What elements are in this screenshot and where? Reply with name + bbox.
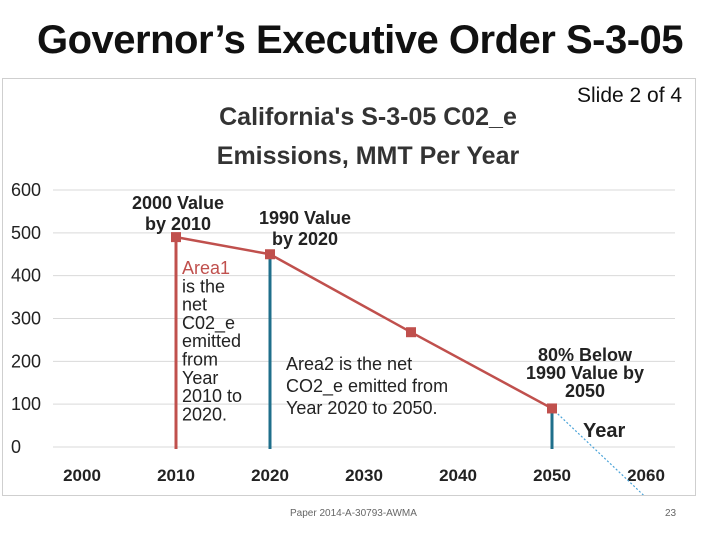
x-tick-label: 2030	[345, 466, 383, 485]
annotation-2020: 1990 Value	[259, 208, 351, 228]
slide-title: Governor’s Executive Order S-3-05	[37, 18, 684, 62]
data-point	[547, 403, 557, 414]
annotation-area1: Year	[182, 368, 218, 388]
annotation-area1: emitted	[182, 331, 241, 351]
page-number: 23	[665, 508, 677, 519]
x-tick-label: 2060	[627, 466, 665, 485]
annotation-2010: 2000 Value	[132, 193, 224, 213]
annotation-area1: from	[182, 350, 218, 370]
y-tick-label: 500	[11, 223, 41, 243]
annotation-area1: 2010 to	[182, 386, 242, 406]
x-axis-title: Year	[583, 420, 625, 442]
chart-title: Emissions, MMT Per Year	[217, 142, 520, 170]
y-tick-label: 600	[11, 180, 41, 200]
emissions-chart: California's S-3-05 C02_e Emissions, MMT …	[11, 103, 675, 495]
annotation-2050: 2050	[565, 381, 605, 401]
x-tick-label: 2010	[157, 466, 195, 485]
y-tick-label: 300	[11, 309, 41, 329]
annotation-area1: net	[182, 295, 207, 315]
annotation-2010: by 2010	[145, 214, 211, 234]
y-tick-label: 200	[11, 351, 41, 371]
series-line	[175, 235, 553, 410]
x-tick-label: 2000	[63, 466, 101, 485]
y-tick-label: 400	[11, 266, 41, 286]
x-tick-label: 2050	[533, 466, 571, 485]
footer-paper-id: Paper 2014-A-30793-AWMA	[290, 508, 417, 519]
slide-counter: Slide 2 of 4	[577, 84, 683, 107]
y-tick-label: 100	[11, 394, 41, 414]
data-point	[171, 232, 181, 243]
chart-frame: California's S-3-05 C02_e Emissions, MMT …	[2, 78, 696, 496]
annotation-2050: 1990 Value by	[526, 363, 644, 383]
data-point	[406, 327, 416, 338]
y-tick-label: 0	[11, 437, 21, 457]
x-tick-label: 2020	[251, 466, 289, 485]
extrapolation-line	[551, 408, 645, 495]
data-point	[265, 249, 275, 260]
annotation-2050: 80% Below	[538, 345, 633, 365]
annotation-2020: by 2020	[272, 229, 338, 249]
annotation-area1: Area1	[182, 258, 230, 278]
x-tick-label: 2040	[439, 466, 477, 485]
chart-title: California's S-3-05 C02_e	[219, 103, 517, 131]
annotation-area2: CO2_e emitted from	[286, 376, 448, 397]
annotation-area1: 2020.	[182, 404, 227, 424]
annotation-area2: Year 2020 to 2050.	[286, 398, 437, 418]
annotation-area1: is the	[182, 276, 225, 296]
annotation-area1: C02_e	[182, 313, 235, 334]
annotation-area2: Area2 is the net	[286, 354, 412, 374]
